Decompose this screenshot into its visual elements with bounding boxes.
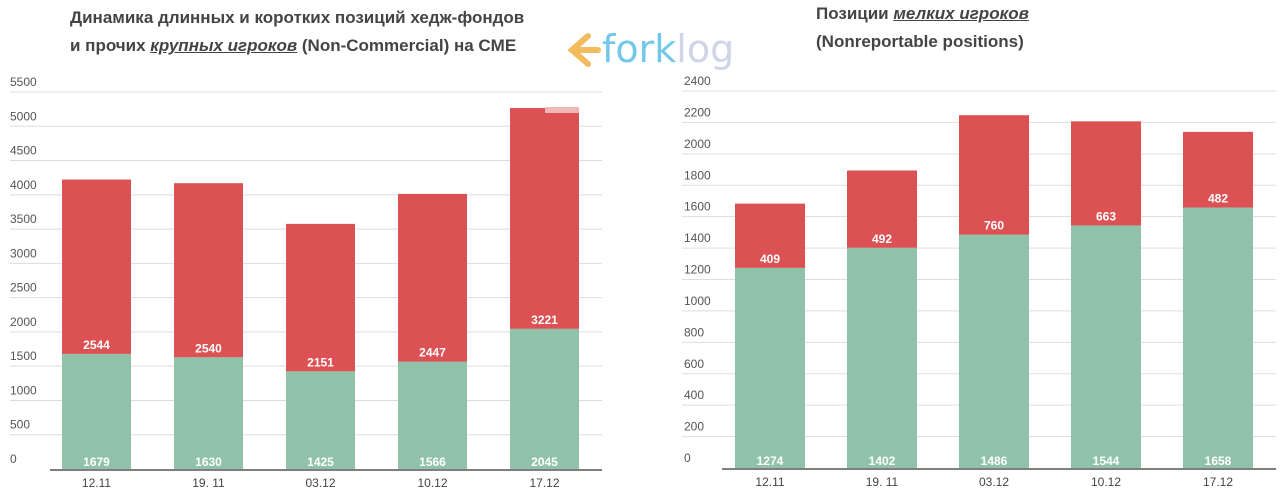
right-long-value-label: 1274 — [757, 454, 784, 468]
left-y-tick-label: 1500 — [10, 349, 37, 363]
right-bar-long — [847, 247, 917, 468]
left-y-tick-label: 5500 — [10, 75, 37, 89]
logo-text-fork: fork — [602, 27, 676, 71]
left-bar-long — [398, 361, 467, 469]
left-title-line-1: Динамика длинных и коротких позиций хедж… — [70, 8, 525, 27]
left-bar-short — [62, 179, 131, 354]
right-long-value-label: 1544 — [1093, 454, 1120, 468]
right-y-tick-label: 2000 — [684, 137, 711, 151]
left-y-tick-label: 0 — [10, 452, 17, 466]
right-y-tick-label: 400 — [684, 388, 704, 402]
left-title-line-2: и прочих крупных игроков (Non-Commercial… — [70, 32, 524, 60]
left-bar-short — [398, 193, 467, 362]
right-y-tick-label: 2400 — [684, 74, 711, 88]
right-title-line-1: Позиции мелких игроков — [816, 0, 1029, 28]
right-category-label: 10.12 — [1091, 475, 1121, 489]
right-category-label: 17.12 — [1203, 475, 1233, 489]
right-title-line-2: (Nonreportable positions) — [816, 32, 1024, 51]
left-bar-highlight — [545, 107, 579, 113]
logo-arrow-icon — [567, 33, 601, 67]
right-y-tick-label: 200 — [684, 420, 704, 434]
right-long-value-label: 1486 — [981, 454, 1008, 468]
right-category-label: 03.12 — [979, 475, 1009, 489]
left-bar-long — [286, 371, 355, 469]
right-title-text: Позиции — [816, 4, 894, 23]
right-long-value-label: 1402 — [869, 454, 896, 468]
left-short-value-label: 2540 — [195, 341, 222, 355]
left-bar-long — [62, 353, 131, 469]
right-long-value-label: 1658 — [1205, 454, 1232, 468]
right-bar-long — [959, 234, 1029, 468]
right-short-value-label: 663 — [1096, 209, 1116, 223]
left-short-value-label: 2151 — [307, 355, 334, 369]
left-category-label: 17.12 — [529, 476, 559, 490]
left-y-tick-label: 5000 — [10, 109, 37, 123]
left-bar-short — [286, 223, 355, 372]
left-short-value-label: 2544 — [83, 338, 110, 352]
left-bar-short — [510, 108, 579, 329]
left-long-value-label: 1566 — [419, 455, 446, 469]
left-long-value-label: 1630 — [195, 455, 222, 469]
left-category-label: 19. 11 — [192, 476, 225, 490]
logo-text-log: log — [676, 27, 734, 71]
left-bar-long — [510, 328, 579, 469]
left-y-tick-label: 1000 — [10, 383, 37, 397]
right-bar-short — [1183, 131, 1253, 208]
left-short-value-label: 2447 — [419, 346, 446, 360]
left-title-emphasis: крупных игроков — [150, 36, 298, 55]
left-category-label: 03.12 — [305, 476, 335, 490]
left-y-tick-label: 4500 — [10, 144, 37, 158]
right-y-tick-label: 600 — [684, 357, 704, 371]
left-title-text: (Non-Commercial) на CME — [297, 36, 517, 55]
left-y-tick-label: 3500 — [10, 212, 37, 226]
right-y-tick-label: 0 — [684, 451, 691, 465]
left-long-value-label: 2045 — [531, 455, 558, 469]
left-y-tick-label: 500 — [10, 418, 30, 432]
left-category-label: 12.11 — [82, 476, 111, 490]
left-chart-title: Динамика длинных и коротких позиций хедж… — [70, 4, 524, 60]
right-short-value-label: 492 — [872, 232, 892, 246]
right-bar-long — [735, 267, 805, 468]
right-y-tick-label: 1400 — [684, 231, 711, 245]
right-bar-long — [1071, 225, 1141, 468]
right-chart-title: Позиции мелких игроков (Nonreportable po… — [816, 0, 1029, 56]
right-y-tick-label: 800 — [684, 325, 704, 339]
left-category-label: 10.12 — [417, 476, 447, 490]
left-bar-short — [174, 183, 243, 358]
left-bar-long — [174, 357, 243, 469]
left-y-tick-label: 3000 — [10, 246, 37, 260]
right-y-tick-label: 1800 — [684, 168, 711, 182]
right-y-tick-label: 1000 — [684, 294, 711, 308]
right-short-value-label: 482 — [1208, 192, 1228, 206]
right-title-emphasis: мелких игроков — [893, 4, 1029, 23]
left-y-tick-label: 2500 — [10, 281, 37, 295]
right-category-label: 19. 11 — [866, 475, 899, 489]
right-bar-short — [959, 115, 1029, 235]
right-short-value-label: 760 — [984, 219, 1004, 233]
logo-text: forklog — [602, 27, 734, 71]
left-long-value-label: 1425 — [307, 455, 334, 469]
right-y-tick-label: 1200 — [684, 263, 711, 277]
left-short-value-label: 3221 — [531, 313, 558, 327]
right-y-tick-label: 2200 — [684, 105, 711, 119]
right-category-label: 12.11 — [755, 475, 784, 489]
right-bar-short — [1071, 121, 1141, 226]
left-y-tick-label: 2000 — [10, 315, 37, 329]
right-bar-short — [847, 170, 917, 248]
right-bar-long — [1183, 207, 1253, 468]
right-bar-short — [735, 203, 805, 268]
right-short-value-label: 409 — [760, 252, 780, 266]
left-title-text: и прочих — [70, 36, 151, 55]
left-y-tick-label: 4000 — [10, 178, 37, 192]
left-long-value-label: 1679 — [83, 455, 110, 469]
right-y-tick-label: 1600 — [684, 200, 711, 214]
